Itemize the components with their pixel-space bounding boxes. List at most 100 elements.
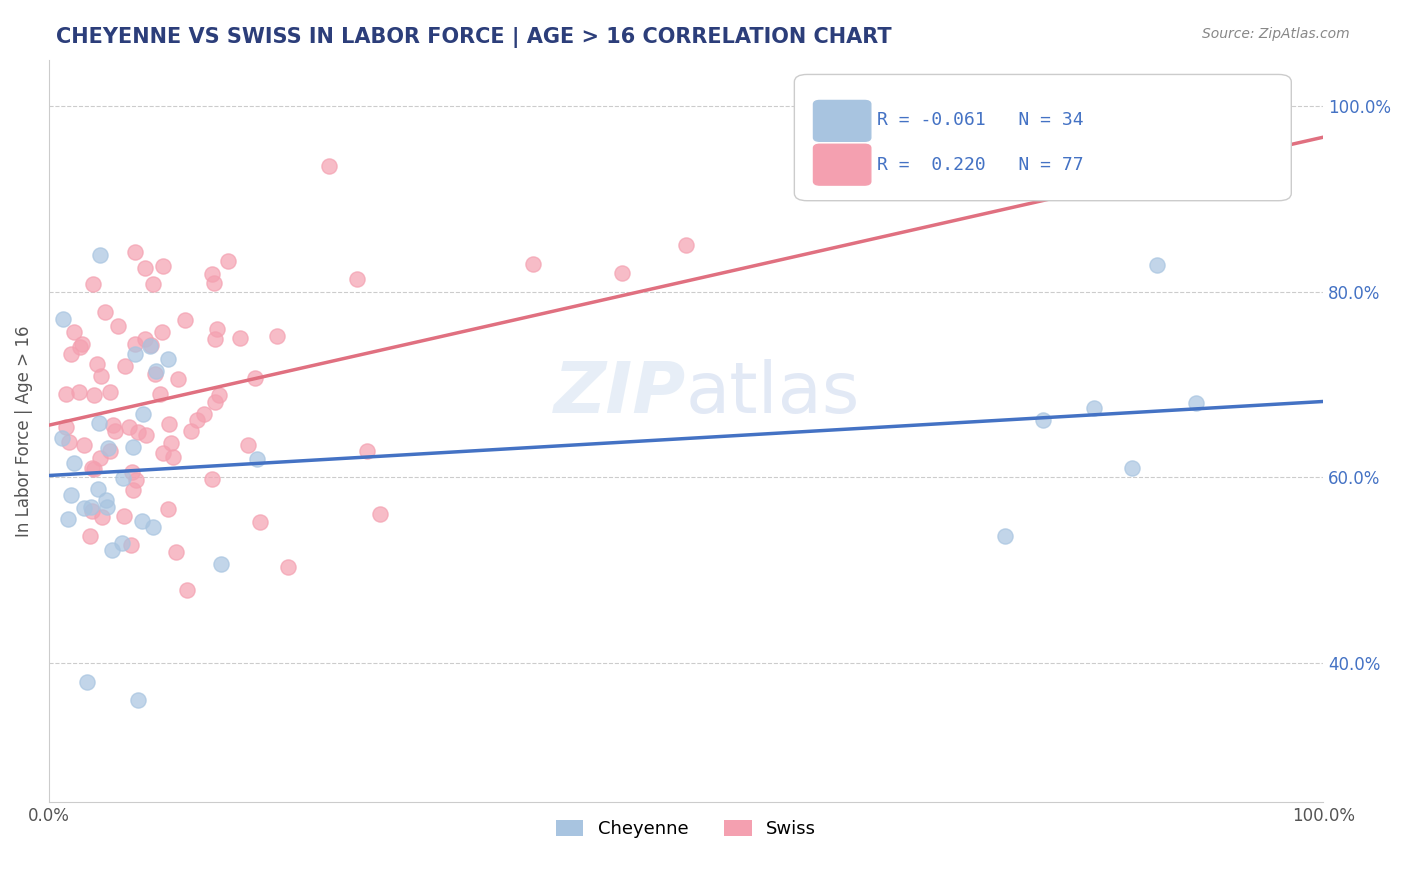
Swiss bbox=[100, 384, 122, 399]
Cheyenne bbox=[87, 482, 110, 496]
Swiss bbox=[98, 443, 121, 458]
Swiss bbox=[89, 451, 111, 466]
Swiss bbox=[157, 417, 180, 432]
Swiss bbox=[238, 438, 260, 452]
Text: R =  0.220   N = 77: R = 0.220 N = 77 bbox=[877, 156, 1084, 174]
Text: atlas: atlas bbox=[686, 359, 860, 428]
Cheyenne bbox=[246, 451, 269, 466]
Swiss bbox=[204, 395, 226, 409]
FancyBboxPatch shape bbox=[814, 145, 870, 186]
Text: R = -0.061   N = 34: R = -0.061 N = 34 bbox=[877, 112, 1084, 129]
Swiss bbox=[70, 337, 93, 351]
Swiss bbox=[356, 444, 378, 458]
Cheyenne bbox=[111, 471, 134, 485]
Swiss bbox=[67, 385, 90, 400]
Swiss bbox=[207, 322, 229, 336]
Swiss bbox=[174, 313, 197, 327]
Swiss bbox=[217, 254, 239, 268]
Cheyenne bbox=[1184, 395, 1206, 409]
Swiss bbox=[80, 503, 103, 517]
Swiss bbox=[134, 260, 156, 275]
Swiss bbox=[135, 427, 157, 442]
Swiss bbox=[124, 337, 146, 351]
Swiss bbox=[121, 465, 143, 479]
Cheyenne bbox=[52, 312, 75, 326]
Swiss bbox=[114, 359, 136, 374]
Swiss bbox=[193, 407, 215, 421]
Swiss bbox=[150, 326, 173, 340]
Text: Source: ZipAtlas.com: Source: ZipAtlas.com bbox=[1202, 27, 1350, 41]
Swiss bbox=[522, 257, 544, 271]
Swiss bbox=[58, 435, 80, 450]
Swiss bbox=[152, 446, 174, 460]
Swiss bbox=[121, 483, 143, 498]
Swiss bbox=[249, 515, 271, 529]
Swiss bbox=[143, 368, 166, 382]
Swiss bbox=[63, 325, 86, 339]
Swiss bbox=[186, 413, 208, 427]
Cheyenne bbox=[94, 493, 117, 508]
Swiss bbox=[165, 544, 187, 558]
Cheyenne bbox=[145, 364, 167, 378]
Cheyenne bbox=[1083, 401, 1105, 416]
Cheyenne bbox=[1146, 258, 1168, 272]
Swiss bbox=[91, 509, 114, 524]
Cheyenne bbox=[96, 500, 118, 514]
Swiss bbox=[55, 386, 77, 401]
Swiss bbox=[120, 538, 142, 552]
Swiss bbox=[675, 238, 697, 252]
Swiss bbox=[201, 472, 224, 486]
Swiss bbox=[166, 371, 188, 385]
Swiss bbox=[83, 388, 105, 402]
Swiss bbox=[152, 259, 174, 273]
Swiss bbox=[90, 368, 112, 383]
Swiss bbox=[107, 319, 129, 334]
Swiss bbox=[318, 160, 340, 174]
Cheyenne bbox=[87, 416, 110, 430]
Swiss bbox=[86, 358, 108, 372]
Cheyenne bbox=[994, 529, 1017, 543]
Swiss bbox=[104, 425, 127, 439]
Cheyenne bbox=[56, 512, 79, 526]
Swiss bbox=[277, 559, 299, 574]
Swiss bbox=[201, 267, 224, 281]
Swiss bbox=[117, 420, 139, 434]
Cheyenne bbox=[1032, 413, 1054, 427]
Swiss bbox=[94, 305, 117, 319]
Cheyenne bbox=[138, 339, 160, 353]
Cheyenne bbox=[157, 352, 180, 367]
Swiss bbox=[180, 424, 202, 438]
Swiss bbox=[612, 266, 634, 280]
Swiss bbox=[73, 438, 96, 452]
Swiss bbox=[266, 329, 288, 343]
Legend: Cheyenne, Swiss: Cheyenne, Swiss bbox=[548, 813, 823, 846]
Cheyenne bbox=[127, 693, 149, 707]
Swiss bbox=[124, 244, 146, 259]
FancyBboxPatch shape bbox=[794, 74, 1291, 201]
Swiss bbox=[139, 338, 162, 352]
Swiss bbox=[82, 461, 104, 475]
Swiss bbox=[69, 340, 91, 354]
Swiss bbox=[245, 371, 267, 385]
Cheyenne bbox=[111, 536, 134, 550]
Swiss bbox=[142, 277, 165, 292]
Cheyenne bbox=[51, 431, 73, 445]
Swiss bbox=[134, 332, 156, 346]
Swiss bbox=[79, 529, 101, 543]
Cheyenne bbox=[142, 520, 165, 534]
Cheyenne bbox=[131, 514, 153, 528]
Swiss bbox=[176, 583, 198, 598]
Cheyenne bbox=[132, 408, 155, 422]
Y-axis label: In Labor Force | Age > 16: In Labor Force | Age > 16 bbox=[15, 326, 32, 537]
Cheyenne bbox=[89, 247, 111, 261]
Text: ZIP: ZIP bbox=[554, 359, 686, 428]
Cheyenne bbox=[124, 347, 146, 361]
Cheyenne bbox=[1121, 461, 1143, 475]
Swiss bbox=[208, 388, 231, 402]
Swiss bbox=[55, 420, 77, 434]
Swiss bbox=[368, 508, 391, 522]
Swiss bbox=[83, 462, 105, 476]
Cheyenne bbox=[62, 456, 84, 470]
Cheyenne bbox=[100, 543, 122, 558]
Swiss bbox=[204, 332, 226, 346]
